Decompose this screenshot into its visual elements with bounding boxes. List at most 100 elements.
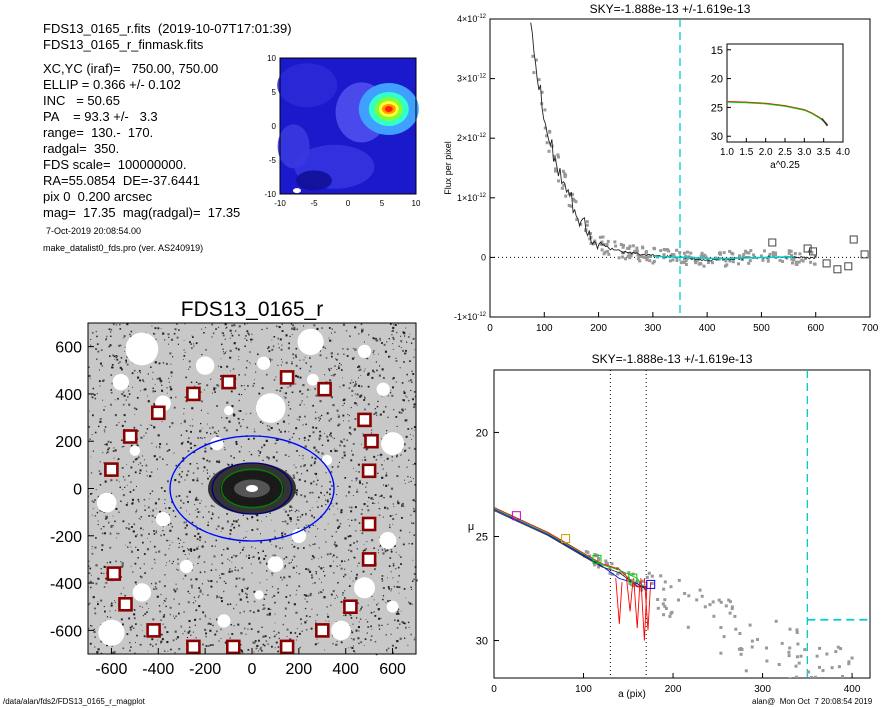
noise-pixel [233, 527, 235, 529]
noise-pixel [336, 494, 338, 496]
noise-pixel [412, 478, 414, 480]
noise-pixel [298, 510, 300, 512]
mask-region [255, 393, 286, 423]
noise-pixel [283, 531, 285, 533]
noise-pixel [102, 452, 104, 454]
noise-pixel [252, 385, 254, 387]
noise-pixel [129, 641, 131, 644]
noise-pixel [345, 330, 348, 332]
noise-pixel [394, 324, 397, 326]
noise-pixel [363, 399, 365, 401]
noise-pixel [309, 594, 312, 597]
noise-pixel [159, 443, 162, 446]
noise-pixel [216, 460, 219, 463]
noise-pixel [277, 591, 280, 594]
noise-pixel [411, 439, 412, 440]
sky-y-label: Flux per pixel [443, 141, 453, 195]
image-x-tick-label: 0 [248, 661, 257, 678]
noise-pixel [235, 330, 237, 332]
noise-pixel [370, 573, 372, 575]
noise-pixel [251, 572, 253, 574]
sky-data-point [686, 250, 689, 254]
noise-pixel [250, 341, 252, 343]
noise-pixel [295, 427, 298, 430]
noise-pixel [358, 369, 360, 372]
noise-pixel [253, 382, 255, 385]
noise-pixel [178, 542, 180, 544]
noise-pixel [95, 582, 98, 585]
noise-pixel [413, 403, 416, 406]
noise-pixel [390, 590, 392, 592]
noise-pixel [296, 572, 298, 574]
noise-pixel [383, 497, 385, 499]
noise-pixel [158, 498, 160, 501]
sky-data-point [557, 179, 560, 183]
contour-x-tick-label: 5 [380, 199, 385, 208]
noise-pixel [88, 374, 91, 378]
mask-region [291, 528, 307, 543]
noise-pixel [239, 425, 242, 428]
noise-pixel [195, 342, 198, 345]
profile-data-point [737, 647, 741, 651]
noise-pixel [410, 381, 413, 384]
noise-pixel [401, 505, 403, 507]
noise-pixel [279, 338, 282, 341]
noise-pixel [113, 355, 116, 358]
noise-pixel [305, 362, 308, 364]
noise-pixel [358, 384, 360, 387]
noise-pixel [400, 563, 402, 565]
noise-pixel [254, 640, 257, 642]
noise-pixel [220, 628, 222, 631]
noise-pixel [344, 560, 346, 562]
noise-pixel [321, 505, 323, 507]
noise-pixel [178, 473, 181, 475]
noise-pixel [375, 337, 377, 340]
noise-pixel [211, 563, 213, 565]
noise-pixel [385, 634, 387, 636]
noise-pixel [324, 374, 326, 376]
profile-data-point [608, 566, 612, 570]
noise-pixel [366, 482, 368, 484]
noise-pixel [131, 498, 134, 501]
noise-pixel [94, 612, 97, 615]
noise-pixel [296, 639, 297, 641]
noise-pixel [405, 349, 407, 352]
noise-pixel [379, 337, 381, 340]
profile-data-point [788, 677, 792, 678]
noise-pixel [315, 571, 317, 573]
noise-pixel [247, 649, 250, 651]
noise-pixel [288, 438, 291, 441]
noise-pixel [408, 481, 410, 483]
noise-pixel [378, 502, 380, 504]
noise-pixel [351, 631, 354, 634]
noise-pixel [304, 439, 306, 441]
noise-pixel [91, 394, 92, 396]
noise-pixel [351, 453, 354, 456]
inset-y-tick-label: 15 [711, 45, 723, 57]
noise-pixel [299, 367, 302, 370]
noise-pixel [358, 333, 360, 335]
sky-data-point [575, 218, 579, 222]
surface-brightness-plot: SKY=-1.888e-13 +/-1.619e-130 100 200 300 400… [468, 352, 871, 700]
noise-pixel [386, 341, 388, 343]
noise-pixel [101, 365, 103, 367]
noise-pixel [193, 548, 196, 551]
noise-pixel [370, 639, 372, 641]
noise-pixel [180, 539, 182, 541]
noise-pixel [118, 532, 120, 535]
noise-pixel [204, 541, 207, 543]
noise-pixel [361, 532, 364, 535]
sky-data-point [695, 259, 699, 263]
noise-pixel [308, 531, 310, 533]
noise-pixel [296, 471, 299, 474]
noise-pixel [387, 647, 390, 650]
noise-pixel [277, 439, 279, 441]
noise-pixel [343, 454, 346, 457]
noise-pixel [378, 536, 380, 538]
noise-pixel [414, 500, 416, 502]
noise-pixel [346, 355, 349, 357]
noise-pixel [301, 473, 303, 475]
profile-data-point [836, 645, 840, 649]
noise-pixel [229, 529, 232, 532]
sky-title: SKY=-1.888e-13 +/-1.619e-13 [590, 2, 751, 16]
